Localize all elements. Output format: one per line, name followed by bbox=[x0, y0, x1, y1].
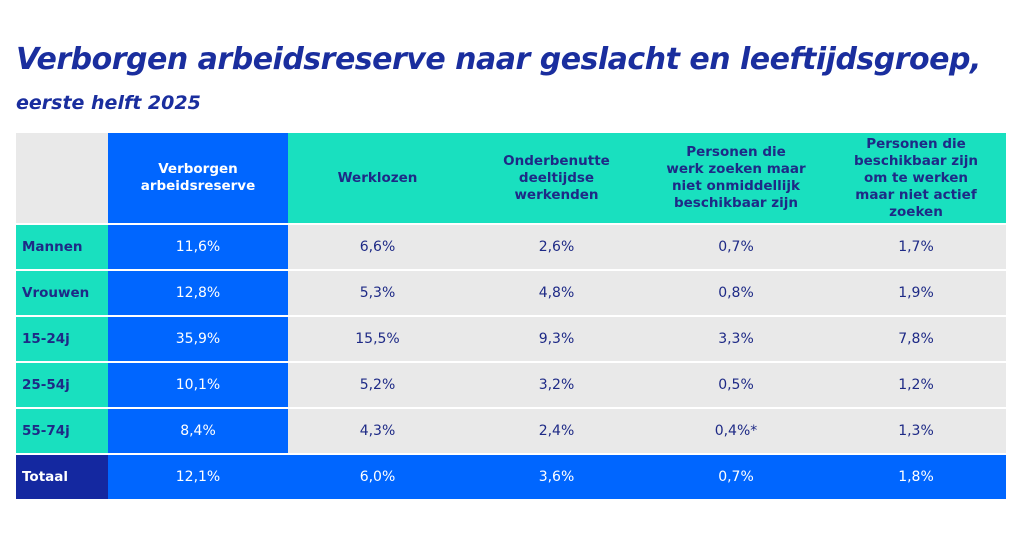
table-cell: 2,6% bbox=[467, 225, 646, 269]
table-cell: 9,3% bbox=[467, 317, 646, 361]
chart-title: Verborgen arbeidsreserve naar geslacht e… bbox=[16, 42, 981, 77]
table-cell: 2,4% bbox=[467, 409, 646, 453]
table-cell: 5,3% bbox=[288, 271, 467, 315]
table-cell: 1,3% bbox=[826, 409, 1006, 453]
row-label: 25-54j bbox=[16, 363, 108, 407]
table-row: 55-74j 8,4% 4,3% 2,4% 0,4%* 1,3% bbox=[16, 409, 1006, 453]
table-cell: 8,4% bbox=[108, 409, 288, 453]
table-cell: 7,8% bbox=[826, 317, 1006, 361]
table-cell: 10,1% bbox=[108, 363, 288, 407]
row-label: Vrouwen bbox=[16, 271, 108, 315]
table-cell: 3,6% bbox=[467, 455, 646, 499]
table-cell: 1,8% bbox=[826, 455, 1006, 499]
row-label: Totaal bbox=[16, 455, 108, 499]
table-cell: 4,8% bbox=[467, 271, 646, 315]
column-header: Verborgen arbeidsreserve bbox=[108, 133, 288, 223]
table-cell: 12,8% bbox=[108, 271, 288, 315]
chart-subtitle: eerste helft 2025 bbox=[16, 92, 201, 114]
table-cell: 5,2% bbox=[288, 363, 467, 407]
corner-cell bbox=[16, 133, 108, 223]
table-row: 25-54j 10,1% 5,2% 3,2% 0,5% 1,2% bbox=[16, 363, 1006, 407]
table-cell: 1,2% bbox=[826, 363, 1006, 407]
table-cell: 1,7% bbox=[826, 225, 1006, 269]
table-cell: 0,8% bbox=[646, 271, 826, 315]
table-cell: 15,5% bbox=[288, 317, 467, 361]
table-cell: 3,2% bbox=[467, 363, 646, 407]
row-label: Mannen bbox=[16, 225, 108, 269]
row-label: 15-24j bbox=[16, 317, 108, 361]
table-row: 15-24j 35,9% 15,5% 9,3% 3,3% 7,8% bbox=[16, 317, 1006, 361]
table-cell: 0,7% bbox=[646, 455, 826, 499]
column-header: Personen die werk zoeken maar niet onmid… bbox=[646, 133, 826, 223]
table-cell: 11,6% bbox=[108, 225, 288, 269]
table-cell: 6,6% bbox=[288, 225, 467, 269]
table-cell: 6,0% bbox=[288, 455, 467, 499]
column-header: Personen die beschikbaar zijn om te werk… bbox=[826, 133, 1006, 223]
table-cell: 35,9% bbox=[108, 317, 288, 361]
row-label: 55-74j bbox=[16, 409, 108, 453]
column-header: Onderbenutte deeltijdse werkenden bbox=[467, 133, 646, 223]
table-cell: 12,1% bbox=[108, 455, 288, 499]
column-header: Werklozen bbox=[288, 133, 467, 223]
table-cell: 3,3% bbox=[646, 317, 826, 361]
table-row: Mannen 11,6% 6,6% 2,6% 0,7% 1,7% bbox=[16, 225, 1006, 269]
table-row: Vrouwen 12,8% 5,3% 4,8% 0,8% 1,9% bbox=[16, 271, 1006, 315]
header-row: Verborgen arbeidsreserve Werklozen Onderbe… bbox=[16, 133, 1006, 223]
table-row: Totaal 12,1% 6,0% 3,6% 0,7% 1,8% bbox=[16, 455, 1006, 499]
table-cell: 0,7% bbox=[646, 225, 826, 269]
table-cell: 0,5% bbox=[646, 363, 826, 407]
table-cell: 1,9% bbox=[826, 271, 1006, 315]
table-cell: 4,3% bbox=[288, 409, 467, 453]
data-table: Verborgen arbeidsreserve Werklozen Onderbe… bbox=[16, 131, 1006, 501]
table-cell: 0,4%* bbox=[646, 409, 826, 453]
